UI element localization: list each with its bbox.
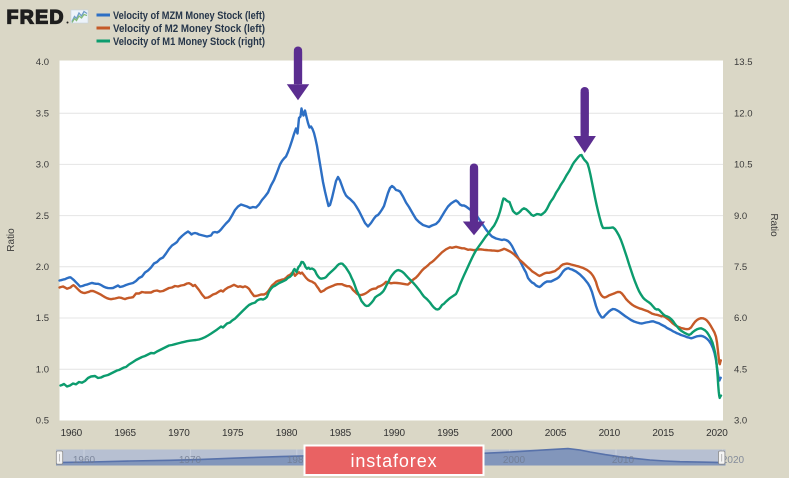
svg-text:2005: 2005 (545, 428, 567, 439)
svg-text:4.5: 4.5 (734, 364, 747, 375)
svg-text:2000: 2000 (491, 428, 513, 439)
svg-text:4.0: 4.0 (36, 57, 49, 68)
svg-text:2010: 2010 (599, 428, 621, 439)
svg-text:2000: 2000 (503, 455, 526, 466)
svg-text:instaforex: instaforex (350, 451, 437, 471)
svg-text:1975: 1975 (222, 428, 244, 439)
svg-text:2020: 2020 (706, 428, 728, 439)
svg-text:2010: 2010 (612, 455, 635, 466)
svg-text:1970: 1970 (179, 455, 202, 466)
svg-text:1990: 1990 (383, 428, 405, 439)
svg-text:2.5: 2.5 (36, 211, 49, 222)
svg-text:2015: 2015 (652, 428, 674, 439)
svg-text:10.5: 10.5 (734, 160, 753, 171)
svg-text:1960: 1960 (61, 428, 83, 439)
svg-text:1.5: 1.5 (36, 313, 49, 324)
svg-text:FRED: FRED (7, 7, 65, 29)
svg-text:1960: 1960 (73, 455, 96, 466)
svg-text:0.5: 0.5 (36, 416, 49, 427)
svg-text:1965: 1965 (114, 428, 136, 439)
svg-text:1970: 1970 (168, 428, 190, 439)
svg-text:3.5: 3.5 (36, 108, 49, 119)
svg-text:2020: 2020 (722, 455, 745, 466)
svg-text:7.5: 7.5 (734, 262, 747, 273)
svg-text:13.5: 13.5 (734, 57, 753, 68)
svg-text:9.0: 9.0 (734, 211, 747, 222)
svg-text:Velocity of M2 Money Stock (le: Velocity of M2 Money Stock (left) (113, 23, 265, 35)
svg-text:Ratio: Ratio (6, 228, 17, 252)
svg-text:1.0: 1.0 (36, 364, 49, 375)
svg-text:2.0: 2.0 (36, 262, 49, 273)
svg-text:1995: 1995 (437, 428, 459, 439)
svg-text:Ratio: Ratio (768, 213, 779, 237)
svg-text:3.0: 3.0 (36, 160, 49, 171)
svg-text:Velocity of M1 Money Stock (ri: Velocity of M1 Money Stock (right) (113, 36, 265, 48)
svg-text:1985: 1985 (330, 428, 352, 439)
svg-text:Velocity of MZM Money Stock (l: Velocity of MZM Money Stock (left) (113, 10, 265, 22)
svg-text:1980: 1980 (287, 455, 310, 466)
svg-text:6.0: 6.0 (734, 313, 747, 324)
svg-text:12.0: 12.0 (734, 108, 753, 119)
svg-text:3.0: 3.0 (734, 416, 747, 427)
svg-text:1980: 1980 (276, 428, 298, 439)
